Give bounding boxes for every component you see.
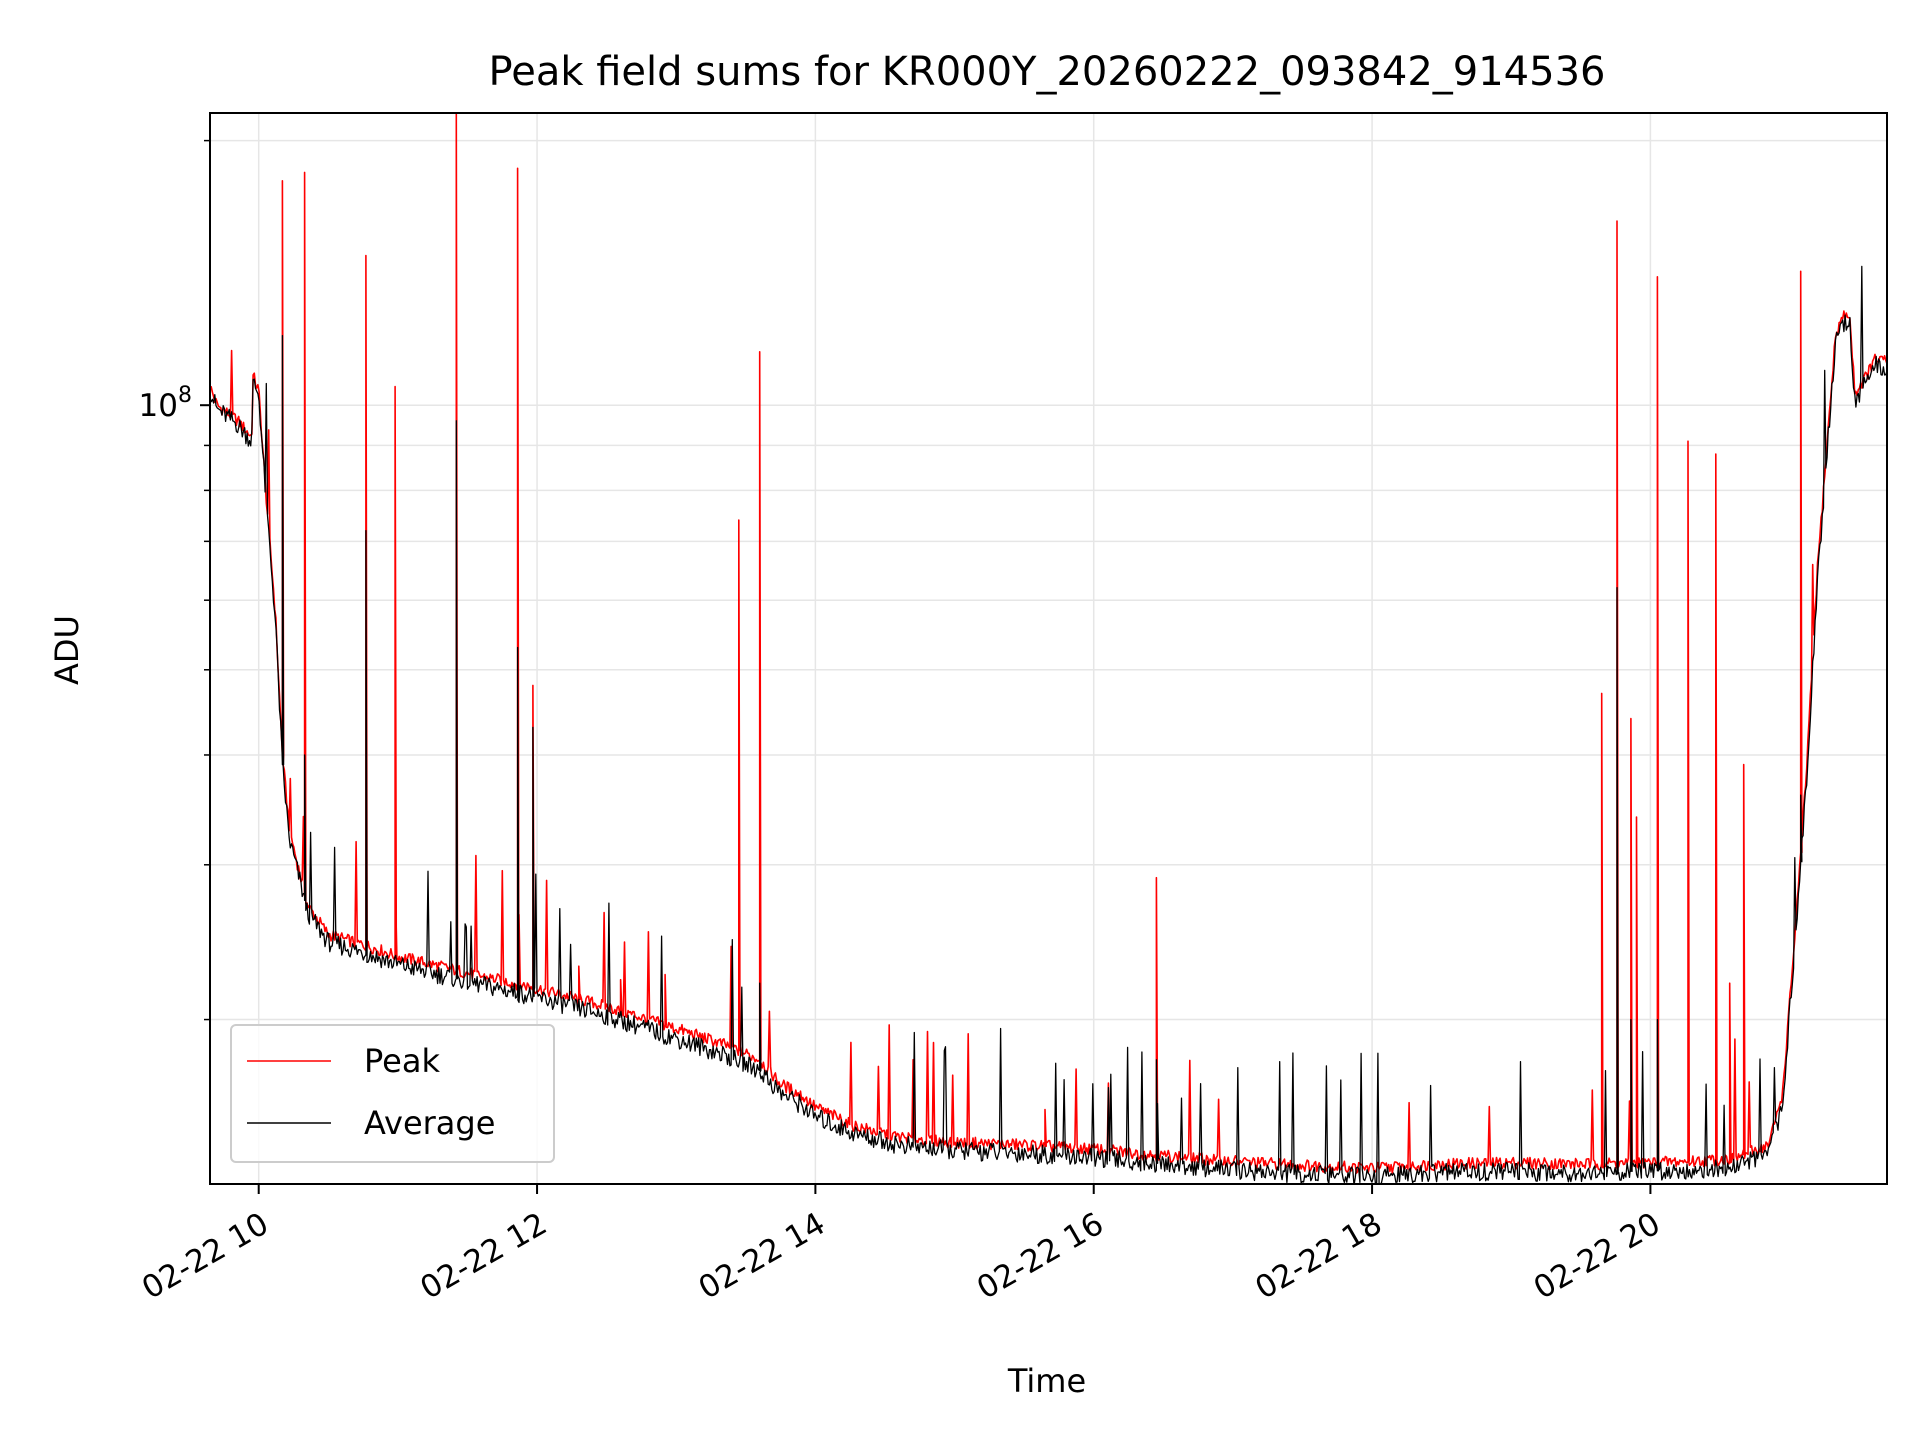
x-axis-label: Time xyxy=(1007,1362,1086,1400)
legend-label-average: Average xyxy=(364,1104,495,1142)
plot-area xyxy=(210,113,1887,1184)
legend-box xyxy=(230,1024,555,1163)
chart-title: Peak field sums for KR000Y_20260222_0938… xyxy=(489,49,1606,95)
y-axis-label: ADU xyxy=(48,615,86,685)
legend-label-peak: Peak xyxy=(364,1042,440,1080)
grid xyxy=(210,113,1887,1184)
plot-frame xyxy=(209,112,1888,1185)
legend: Peak Average xyxy=(230,1024,555,1163)
series-line-average xyxy=(210,265,1887,1184)
y-tick-exponent: 8 xyxy=(178,383,192,408)
